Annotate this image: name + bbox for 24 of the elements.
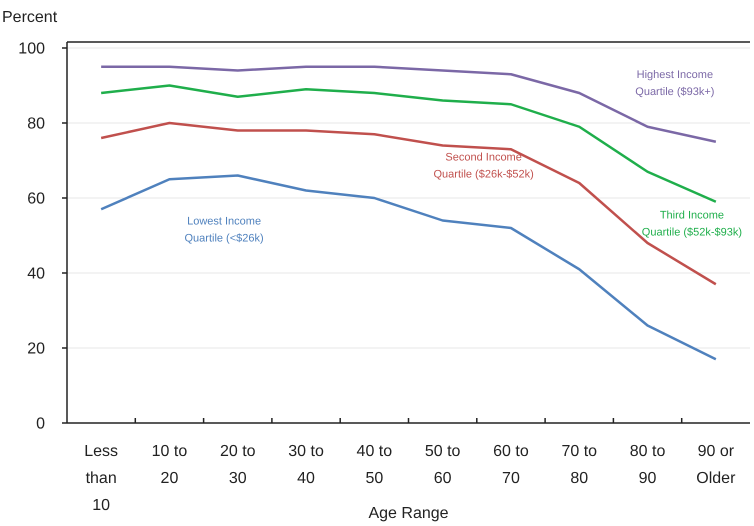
x-tick-label: 60 to 70: [493, 443, 529, 487]
y-tick-label: 80: [27, 116, 46, 133]
x-tick-label: 30 to 40: [288, 443, 324, 487]
line-series: [100, 84, 718, 203]
y-tick-label: 40: [27, 266, 46, 283]
x-tick-label: Less than 10: [84, 443, 118, 514]
x-tick-label: 70 to 80: [561, 443, 598, 487]
y-tick-label: 100: [18, 40, 46, 58]
x-tick-label: 90 or Older: [696, 443, 736, 487]
x-tick-label: 80 to 90: [630, 443, 666, 487]
series-label: Highest Income Quartile ($93k+): [635, 69, 714, 98]
x-tick-label: 40 to 50: [356, 443, 392, 487]
y-tick-label: 20: [27, 340, 46, 358]
text: Third Income Quartile ($52k-$93k): [642, 210, 742, 239]
y-tick-label: 0: [36, 416, 46, 433]
y-axis-title: Percent: [2, 9, 58, 26]
x-tick-label: 10 to 20: [152, 443, 188, 487]
series-label: Second Income Quartile ($26k-$52k): [433, 152, 534, 180]
text: Lowest Income Quartile (<$26k): [184, 215, 264, 244]
x-axis-title: Age Range: [368, 505, 449, 522]
x-tick-label: 50 to 60: [424, 443, 461, 487]
line-series: [100, 66, 718, 143]
x-tick-label: 20 to 30: [220, 443, 256, 487]
y-tick-label: 60: [27, 190, 46, 208]
